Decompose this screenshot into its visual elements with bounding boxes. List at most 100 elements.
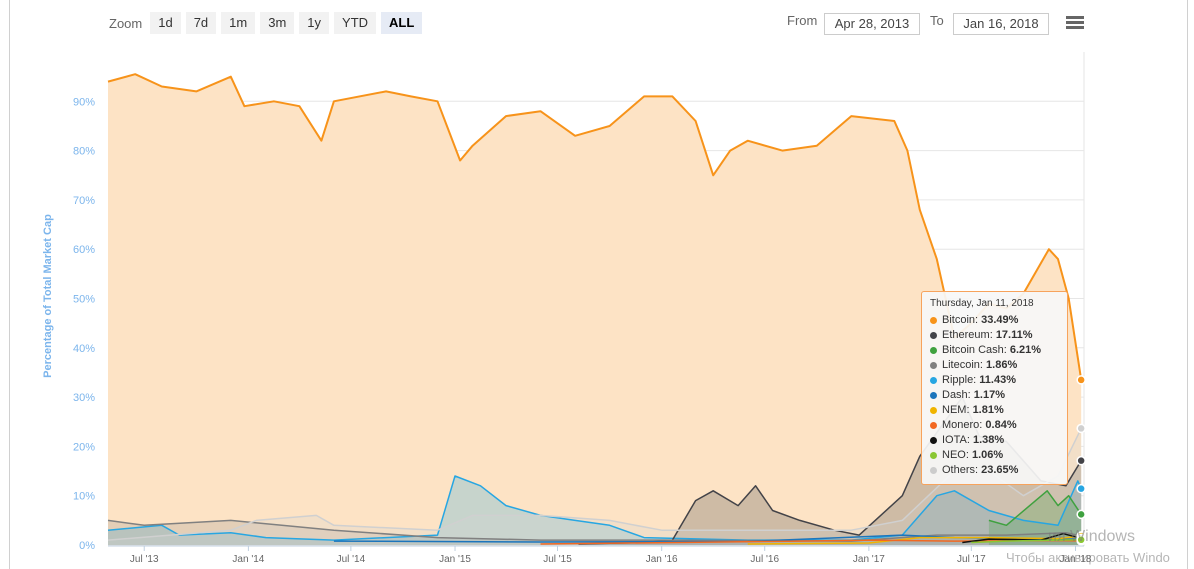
tooltip-row: Bitcoin: 33.49%	[930, 313, 1059, 328]
tooltip-series-value: 23.65%	[981, 464, 1019, 476]
tooltip-date: Thursday, Jan 11, 2018	[930, 298, 1034, 309]
bitcoin-cash-line	[988, 490, 1082, 527]
zoom-1d-button[interactable]: 1d	[150, 12, 181, 34]
tooltip-series-name: Dash:	[942, 389, 974, 401]
x-tick-labels: Jul '13 Jan '14 Jul '14 Jan '15 Jul '15 Jan '…	[130, 554, 1092, 565]
tooltip-row: NEO: 1.06%	[930, 448, 1059, 463]
tooltip-series-value: 1.38%	[972, 434, 1005, 446]
x-tick-label: Jul '17	[957, 554, 986, 565]
series-dot-icon	[930, 331, 937, 339]
tooltip-series-name: Ethereum:	[942, 329, 996, 341]
zoom-ytd-button[interactable]: YTD	[334, 12, 377, 34]
tooltip-series-value: 0.84%	[985, 419, 1017, 431]
tooltip-row: Monero: 0.84%	[930, 418, 1059, 433]
from-date-input[interactable]: Apr 28, 2013	[824, 13, 920, 35]
tooltip-series-value: 1.81%	[972, 404, 1004, 416]
tooltip-row: IOTA: 1.38%	[930, 433, 1059, 448]
tooltip-series-value: 1.86%	[986, 359, 1018, 371]
zoom-3m-button[interactable]: 3m	[260, 12, 295, 34]
left-rule	[9, 0, 10, 569]
y-tick-label: 0%	[79, 540, 95, 552]
right-rule	[1187, 0, 1188, 569]
others-marker	[1076, 423, 1086, 434]
tooltip-series-value: 1.17%	[973, 389, 1005, 401]
tooltip-series-value: 1.06%	[971, 449, 1004, 461]
y-tick-label: 40%	[73, 343, 95, 355]
x-tick-label: Jan '17	[853, 554, 885, 565]
y-tick-label: 10%	[73, 491, 95, 503]
tooltip-series-name: NEO:	[942, 449, 972, 461]
neo-line	[971, 539, 1082, 544]
series-dot-icon	[930, 316, 937, 324]
tooltip: Thursday, Jan 11, 2018 Bitcoin: 33.49% Et…	[921, 291, 1068, 485]
tooltip-series-value: 33.49%	[981, 314, 1019, 326]
tooltip-row: Others: 23.65%	[930, 463, 1059, 478]
to-date-input[interactable]: Jan 16, 2018	[953, 13, 1049, 35]
tooltip-series-name: IOTA:	[942, 434, 973, 446]
tooltip-series-name: Bitcoin Cash:	[942, 344, 1010, 356]
x-tick-label: Jul '16	[750, 554, 779, 565]
zoom-1y-button[interactable]: 1y	[299, 12, 330, 34]
zoom-toolbar: Zoom 1d 7d 1m 3m 1y YTD ALL	[109, 12, 427, 34]
x-tick-label: Jul '14	[337, 554, 366, 565]
hamburger-icon[interactable]	[1066, 16, 1084, 30]
hover-markers	[1076, 375, 1086, 546]
tooltip-row: Ripple: 11.43%	[930, 373, 1059, 388]
series-dot-icon	[930, 346, 937, 354]
bitcoin-marker	[1076, 375, 1086, 385]
tooltip-row: Bitcoin Cash: 6.21%	[930, 343, 1059, 358]
zoom-label: Zoom	[109, 15, 143, 31]
to-label: To	[930, 13, 944, 28]
tooltip-series-name: Others:	[942, 464, 982, 476]
tooltip-rows: Bitcoin: 33.49% Ethereum: 17.11% Bitcoin C…	[930, 313, 1059, 478]
series-dot-icon	[930, 376, 937, 384]
zoom-1m-button[interactable]: 1m	[221, 12, 256, 34]
series-dot-icon	[930, 361, 937, 369]
bitcoin-area	[108, 74, 1082, 545]
x-tick-label: Jul '13	[130, 554, 159, 565]
y-tick-labels: 0% 10% 20% 30% 40% 50% 60% 70% 80% 90%	[73, 96, 95, 552]
y-tick-label: 60%	[73, 244, 95, 256]
tooltip-series-name: Litecoin:	[942, 359, 987, 371]
x-tick-label: Jan '15	[439, 554, 471, 565]
activation-watermark: ия Windows	[1048, 528, 1135, 545]
x-tick-label: Jan '14	[232, 554, 264, 565]
zoom-all-button[interactable]: ALL	[381, 12, 423, 34]
ripple-marker	[1076, 483, 1086, 494]
tooltip-series-name: Monero:	[942, 419, 986, 431]
y-tick-label: 80%	[73, 146, 95, 158]
tooltip-series-name: Ripple:	[942, 374, 980, 386]
series-dot-icon	[930, 466, 937, 474]
series-dot-icon	[930, 391, 937, 399]
zoom-7d-button[interactable]: 7d	[185, 12, 217, 34]
x-tick-label: Jul '15	[543, 554, 572, 565]
y-tick-label: 50%	[73, 294, 95, 306]
tooltip-row: NEM: 1.81%	[930, 403, 1059, 418]
y-tick-label: 70%	[73, 195, 95, 207]
litecoin-line	[107, 519, 1082, 542]
from-label: From	[787, 13, 818, 28]
x-tick-label: Jan '16	[646, 554, 678, 565]
tooltip-series-name: NEM:	[942, 404, 973, 416]
y-tick-label: 20%	[73, 441, 95, 453]
ethereum-marker	[1076, 455, 1086, 466]
nem-line	[747, 535, 1082, 545]
series-dot-icon	[930, 421, 937, 429]
y-tick-label: 30%	[73, 392, 95, 404]
series-dot-icon	[930, 406, 937, 414]
tooltip-row: Dash: 1.17%	[930, 388, 1059, 403]
series-dot-icon	[930, 436, 937, 444]
tooltip-row: Ethereum: 17.11%	[930, 328, 1059, 343]
series-dot-icon	[930, 451, 937, 459]
x-tick-label: Jan '18	[1060, 554, 1092, 565]
tooltip-series-value: 11.43%	[979, 374, 1016, 386]
tooltip-row: Litecoin: 1.86%	[930, 358, 1059, 373]
y-tick-label: 90%	[73, 96, 95, 108]
tooltip-series-name: Bitcoin:	[942, 314, 982, 326]
bitcoin-cash-area	[988, 490, 1082, 545]
tooltip-series-value: 17.11%	[995, 329, 1033, 341]
tooltip-series-value: 6.21%	[1009, 344, 1042, 356]
bitcoin-cash-marker	[1076, 509, 1086, 520]
ripple-line	[107, 475, 1082, 541]
neo-marker	[1076, 535, 1086, 545]
